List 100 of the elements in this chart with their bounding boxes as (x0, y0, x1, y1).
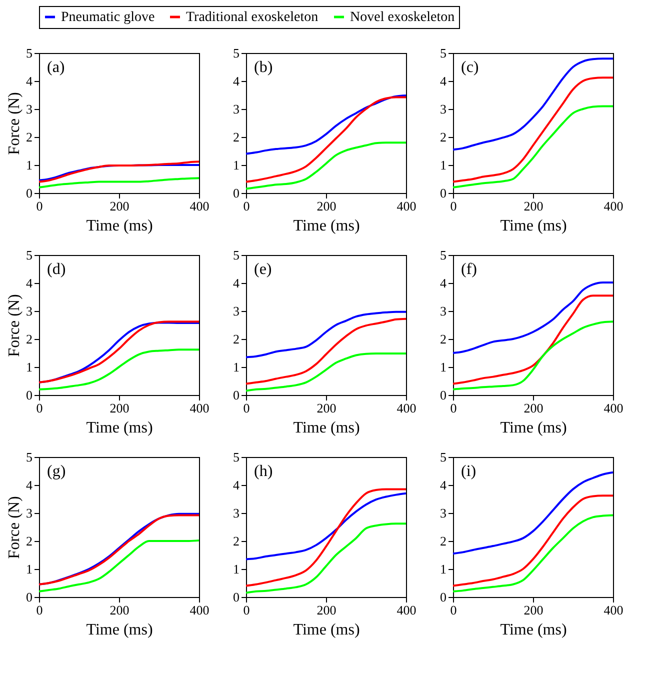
y-tick-label: 3 (26, 102, 32, 116)
y-tick-label: 0 (26, 590, 32, 604)
annotation: (a) (47, 59, 65, 76)
x-tick-label: 400 (604, 198, 624, 214)
y-tick-label: 3 (440, 304, 446, 318)
x-tick-label: 0 (36, 400, 43, 416)
y-tick-label: 1 (233, 360, 240, 374)
y-tick-label: 2 (233, 534, 240, 548)
y-tick-label: 1 (26, 562, 32, 576)
line-series (38, 348, 200, 390)
x-axis-title: Time (ms) (500, 622, 567, 638)
x-tick-label: 0 (243, 198, 250, 214)
line-series (452, 514, 614, 592)
y-tick-label: 1 (233, 562, 240, 576)
x-axis-title: Time (ms) (86, 622, 153, 638)
x-tick-label: 200 (524, 400, 544, 416)
x-axis-title: Time (ms) (293, 218, 360, 234)
line-series (245, 352, 407, 392)
x-tick-label: 0 (450, 602, 457, 618)
y-tick-label: 0 (233, 186, 240, 200)
annotation: (i) (461, 463, 476, 480)
line-series (245, 492, 407, 560)
y-tick-label: 0 (440, 186, 446, 200)
y-tick-label: 4 (26, 276, 33, 290)
x-tick-label: 200 (110, 602, 130, 618)
y-tick-label: 3 (233, 304, 240, 318)
y-tick-label: 2 (26, 332, 32, 346)
x-tick-label: 400 (604, 602, 624, 618)
y-tick-label: 5 (440, 450, 446, 464)
x-axis-title: Time (ms) (293, 420, 360, 436)
y-tick-label: 4 (440, 478, 447, 492)
y-tick-label: 5 (26, 46, 32, 60)
x-tick-label: 200 (316, 198, 336, 214)
y-tick-label: 4 (26, 478, 33, 492)
annotation: (g) (47, 463, 66, 480)
y-tick-label: 4 (233, 276, 240, 290)
y-tick-label: 1 (26, 158, 32, 172)
annotation: (e) (254, 261, 272, 278)
x-tick-label: 0 (450, 400, 457, 416)
legend-label: Pneumatic glove (61, 10, 155, 25)
x-tick-label: 0 (243, 400, 250, 416)
y-tick-label: 5 (233, 46, 240, 60)
y-tick-label: 5 (440, 248, 446, 262)
annotation: (b) (254, 59, 273, 76)
y-tick-label: 5 (440, 46, 446, 60)
y-tick-label: 1 (233, 158, 240, 172)
line-series (245, 522, 407, 594)
x-tick-label: 400 (396, 602, 416, 618)
x-tick-label: 400 (396, 400, 416, 416)
line-series (452, 494, 614, 587)
y-tick-label: 2 (440, 534, 446, 548)
x-tick-label: 200 (110, 400, 130, 416)
line-series (452, 281, 614, 354)
y-tick-label: 3 (440, 506, 446, 520)
annotation: (c) (461, 59, 479, 76)
x-tick-label: 200 (110, 198, 130, 214)
x-tick-label: 400 (396, 198, 416, 214)
y-tick-label: 0 (233, 590, 240, 604)
y-tick-label: 2 (26, 534, 32, 548)
y-tick-label: 2 (26, 130, 32, 144)
x-tick-label: 400 (604, 400, 624, 416)
x-tick-label: 200 (524, 198, 544, 214)
y-tick-label: 3 (440, 102, 446, 116)
y-tick-label: 2 (440, 332, 446, 346)
x-tick-label: 0 (36, 602, 43, 618)
x-axis-title: Time (ms) (500, 218, 567, 234)
line-series (452, 105, 614, 188)
y-tick-label: 4 (440, 74, 447, 88)
y-tick-label: 2 (233, 130, 240, 144)
y-tick-label: 5 (233, 248, 240, 262)
legend-label: Novel exoskeleton (350, 10, 455, 25)
y-axis-title: Force (N) (6, 496, 23, 559)
y-tick-label: 5 (26, 450, 32, 464)
y-tick-label: 2 (233, 332, 240, 346)
line-series (245, 318, 407, 385)
x-tick-label: 0 (450, 198, 457, 214)
line-series (452, 58, 614, 151)
x-tick-label: 200 (524, 602, 544, 618)
y-tick-label: 3 (26, 506, 32, 520)
y-axis-title: Force (N) (6, 294, 23, 357)
y-tick-label: 1 (440, 158, 446, 172)
line-series (245, 488, 407, 587)
y-tick-label: 1 (440, 562, 446, 576)
line-series (245, 94, 407, 155)
annotation: (d) (47, 261, 66, 278)
line-series (245, 142, 407, 190)
y-tick-label: 3 (26, 304, 32, 318)
annotation: (h) (254, 463, 273, 480)
y-tick-label: 1 (440, 360, 446, 374)
line-series (452, 294, 614, 385)
x-axis-title: Time (ms) (500, 420, 567, 436)
y-tick-label: 0 (26, 186, 32, 200)
x-tick-label: 0 (36, 198, 43, 214)
y-tick-label: 5 (26, 248, 32, 262)
y-tick-label: 1 (26, 360, 32, 374)
y-tick-label: 0 (233, 388, 240, 402)
y-tick-label: 3 (233, 506, 240, 520)
x-axis-title: Time (ms) (86, 218, 153, 234)
y-tick-label: 0 (26, 388, 32, 402)
x-tick-label: 400 (190, 400, 210, 416)
